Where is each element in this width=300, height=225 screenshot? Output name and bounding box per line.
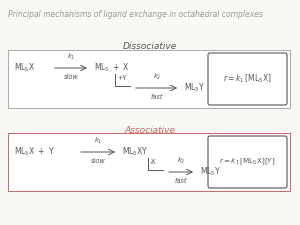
Text: +Y: +Y (117, 75, 127, 81)
Text: $\mathrm{ML_5\ +\ X}$: $\mathrm{ML_5\ +\ X}$ (94, 62, 130, 74)
Text: Dissociative: Dissociative (123, 42, 177, 51)
Text: $\mathrm{ML_5XY}$: $\mathrm{ML_5XY}$ (122, 146, 148, 158)
FancyBboxPatch shape (208, 136, 287, 188)
Text: $k_1$: $k_1$ (67, 52, 75, 62)
Text: fast: fast (151, 94, 163, 100)
FancyBboxPatch shape (208, 53, 287, 105)
FancyBboxPatch shape (8, 50, 290, 108)
Text: fast: fast (175, 178, 187, 184)
Text: $r = k_1\,[\mathrm{ML_5X}][Y]$: $r = k_1\,[\mathrm{ML_5X}][Y]$ (219, 157, 276, 167)
Text: slow: slow (91, 158, 105, 164)
Text: $\mathrm{ML_5X\ +\ Y}$: $\mathrm{ML_5X\ +\ Y}$ (14, 146, 55, 158)
Text: $k_2$: $k_2$ (177, 156, 185, 166)
FancyBboxPatch shape (8, 133, 290, 191)
Text: $\mathrm{ML_5Y}$: $\mathrm{ML_5Y}$ (200, 166, 221, 178)
Text: $k_1$: $k_1$ (94, 136, 102, 146)
Text: Principal mechanisms of ligand exchange in octahedral complexes: Principal mechanisms of ligand exchange … (8, 10, 263, 19)
Text: Associative: Associative (124, 126, 176, 135)
Text: $r = k_1\,[\mathrm{ML_5X}]$: $r = k_1\,[\mathrm{ML_5X}]$ (223, 73, 272, 85)
Text: $\mathrm{ML_5X}$: $\mathrm{ML_5X}$ (14, 62, 35, 74)
Text: slow: slow (64, 74, 78, 80)
Text: $k_2$: $k_2$ (153, 72, 161, 82)
Text: -X: -X (150, 159, 157, 165)
Text: $\mathrm{ML_5Y}$: $\mathrm{ML_5Y}$ (184, 82, 205, 94)
